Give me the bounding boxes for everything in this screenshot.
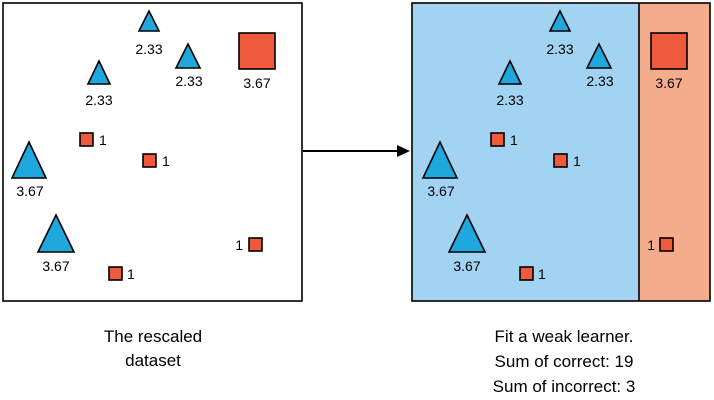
- right-point-weight-label: 3.67: [655, 75, 682, 91]
- left-point-triangle: 3.67: [10, 140, 48, 199]
- right-point-square: 3.67: [650, 32, 688, 91]
- left-point-weight-label: 2.33: [85, 92, 112, 108]
- right-caption-line: Sum of incorrect: 3: [493, 377, 636, 396]
- right-point-square: 1: [490, 132, 518, 148]
- right-point-triangle: 2.33: [546, 9, 574, 57]
- left-point-triangle: 2.33: [135, 9, 163, 57]
- right-point-triangle: 2.33: [585, 42, 614, 89]
- right-point-triangle: 2.33: [496, 59, 524, 108]
- left-caption-line: The rescaled: [104, 327, 202, 346]
- right-point-weight-label: 1: [510, 132, 518, 148]
- left-point-triangle: 3.67: [36, 213, 76, 274]
- right-caption-line: Sum of correct: 19: [495, 352, 634, 371]
- right-point-square: 1: [519, 266, 546, 282]
- right-panel: 2.33 2.33 2.33 3.67 1 1 3.67: [411, 2, 711, 302]
- right-point-triangle: 3.67: [447, 213, 487, 274]
- right-point-weight-label: 3.67: [427, 183, 454, 199]
- right-panel-frame: [411, 2, 711, 302]
- left-point-weight-label: 3.67: [42, 258, 69, 274]
- left-point-weight-label: 3.67: [243, 75, 270, 91]
- right-caption-line: Fit a weak learner.: [495, 327, 634, 346]
- right-arrow-icon: [303, 145, 410, 157]
- right-point-weight-label: 1: [538, 266, 546, 282]
- left-point-square: 1: [108, 266, 135, 282]
- correct-region: [412, 3, 639, 301]
- left-point-triangle: 2.33: [174, 42, 203, 89]
- left-point-square: 1: [235, 237, 263, 253]
- left-point-weight-label: 1: [127, 266, 135, 282]
- left-point-triangle: 2.33: [85, 59, 113, 108]
- right-point-weight-label: 2.33: [546, 41, 573, 57]
- right-caption: Fit a weak learner. Sum of correct: 19 S…: [493, 327, 636, 396]
- right-point-weight-label: 1: [573, 153, 581, 169]
- right-point-square: 1: [647, 237, 674, 253]
- left-point-weight-label: 1: [235, 237, 243, 253]
- right-point-weight-label: 3.67: [453, 258, 480, 274]
- left-point-weight-label: 3.67: [16, 183, 43, 199]
- left-point-weight-label: 2.33: [175, 73, 202, 89]
- left-caption: The rescaled dataset: [104, 327, 202, 370]
- right-point-weight-label: 2.33: [496, 92, 523, 108]
- right-point-weight-label: 2.33: [586, 73, 613, 89]
- left-point-square: 1: [142, 153, 170, 169]
- left-panel: 2.33 2.33 2.33 3.67 1 1 3.67: [2, 2, 303, 302]
- left-point-weight-label: 1: [162, 153, 170, 169]
- right-point-weight-label: 1: [647, 237, 655, 253]
- left-caption-line: dataset: [125, 351, 181, 370]
- left-point-weight-label: 1: [99, 132, 107, 148]
- right-point-triangle: 3.67: [421, 140, 459, 199]
- left-point-square: 1: [79, 132, 107, 148]
- left-point-weight-label: 2.33: [135, 41, 162, 57]
- left-point-square: 3.67: [238, 32, 276, 91]
- right-point-square: 1: [553, 153, 581, 169]
